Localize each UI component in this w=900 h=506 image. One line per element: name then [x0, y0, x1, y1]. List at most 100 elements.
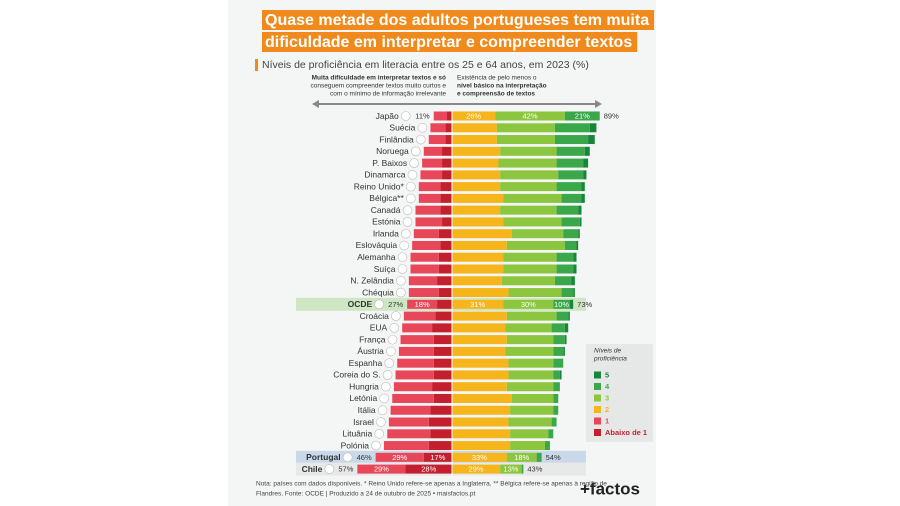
- bar-segment: [503, 193, 562, 203]
- value-label: 13%: [503, 465, 518, 474]
- bar-segment: [445, 135, 452, 145]
- bar-segment: [554, 135, 589, 145]
- value-label: 29%: [374, 465, 389, 474]
- title-bg: [262, 10, 655, 30]
- bar-segment: [496, 123, 555, 133]
- footnote: Flandres. Fonte: OCDE | Produzido a 24 d…: [256, 491, 476, 498]
- flag: [376, 417, 386, 427]
- bar-segment: [452, 111, 496, 121]
- logo: +factos: [580, 479, 640, 498]
- bar-segment: [556, 158, 584, 168]
- bar-segment: [503, 252, 557, 262]
- bar-segment: [452, 123, 497, 133]
- bar-segment: [412, 240, 441, 250]
- bar-segment: [553, 405, 559, 415]
- bar-segment: [508, 358, 554, 368]
- bar-segment: [440, 182, 452, 192]
- country-label: França: [359, 334, 386, 344]
- bar-segment: [558, 170, 584, 180]
- bar-segment: [430, 405, 452, 415]
- bar-segment: [423, 452, 452, 462]
- bar-segment: [420, 170, 443, 180]
- value-label: 30%: [521, 300, 536, 309]
- bar-segment: [553, 370, 560, 380]
- legend-label: 1: [605, 416, 609, 425]
- bar-segment: [578, 205, 582, 215]
- bar-segment: [423, 146, 443, 156]
- bar-segment: [403, 311, 436, 321]
- bar-segment: [563, 229, 579, 239]
- legend-box: [586, 344, 653, 442]
- legend-label: Abaixo de 1: [605, 428, 647, 437]
- country-label: Finlândia: [379, 134, 414, 144]
- bar-segment: [452, 358, 509, 368]
- flag: [405, 181, 416, 192]
- country-label: Israel: [353, 417, 374, 427]
- bar-segment: [556, 205, 579, 215]
- bar-segment: [388, 417, 429, 427]
- bar-segment: [442, 217, 452, 227]
- bar-segment: [551, 417, 557, 427]
- bar-segment: [452, 311, 507, 321]
- bar-segment: [556, 252, 574, 262]
- left-note: com o mínimo de informação irrelevante: [330, 91, 446, 98]
- right-note: Existência de pelo menos o: [457, 75, 537, 82]
- chart-title: Quase metade dos adultos portugueses tem…: [265, 12, 649, 29]
- bar-segment: [400, 335, 434, 345]
- country-label: Dinamarca: [364, 170, 405, 180]
- bar-segment: [544, 441, 550, 451]
- legend-swatch: [594, 429, 601, 436]
- subtitle-bar: [255, 59, 258, 71]
- bar-segment: [432, 323, 452, 333]
- bar-segment: [506, 311, 557, 321]
- country-label: Eslováquia: [356, 240, 398, 250]
- country-label: Canadá: [371, 205, 401, 215]
- bar-segment: [440, 205, 452, 215]
- bar-segment: [442, 158, 452, 168]
- bar-segment: [506, 335, 554, 345]
- flag: [400, 111, 411, 121]
- bar-segment: [432, 382, 452, 392]
- bar-segment: [415, 217, 443, 227]
- flag: [399, 240, 409, 251]
- flag: [402, 217, 413, 227]
- bar-segment: [452, 229, 512, 239]
- bar-segment: [452, 393, 512, 403]
- bar-segment: [553, 358, 564, 368]
- value-label: 33%: [472, 453, 487, 462]
- bar-segment: [500, 146, 557, 156]
- flag: [415, 134, 426, 145]
- bar-segment: [452, 464, 501, 474]
- flag: [391, 311, 401, 321]
- bar-segment: [583, 158, 589, 168]
- bar-segment: [583, 170, 587, 180]
- bar-segment: [548, 429, 554, 439]
- country-label: OCDE: [348, 299, 373, 309]
- country-label: Suécia: [389, 123, 415, 133]
- legend-swatch: [594, 371, 601, 379]
- bar-segment: [506, 240, 565, 250]
- flag: [397, 252, 408, 263]
- bar-segment: [398, 346, 434, 356]
- bar-segment: [438, 264, 452, 274]
- bar-segment: [564, 335, 567, 345]
- bar-segment: [392, 393, 434, 403]
- country-label: Estónia: [372, 217, 401, 227]
- bar-segment: [433, 335, 452, 345]
- bar-segment: [506, 452, 537, 462]
- bar-segment: [500, 182, 557, 192]
- bar-segment: [440, 193, 452, 203]
- bar-segment: [553, 382, 560, 392]
- bar-segment: [571, 276, 575, 286]
- bar-segment: [496, 135, 555, 145]
- subtitle: Níveis de proficiência em literacia entr…: [262, 59, 589, 71]
- bar-segment: [428, 417, 452, 427]
- left-note: conseguem compreender textos muito curto…: [311, 83, 447, 90]
- country-label: Croácia: [360, 311, 390, 321]
- bar-segment: [503, 217, 562, 227]
- flag: [384, 358, 395, 368]
- legend-label: 4: [605, 382, 610, 391]
- bar-segment: [564, 323, 569, 333]
- bar-segment: [510, 405, 554, 415]
